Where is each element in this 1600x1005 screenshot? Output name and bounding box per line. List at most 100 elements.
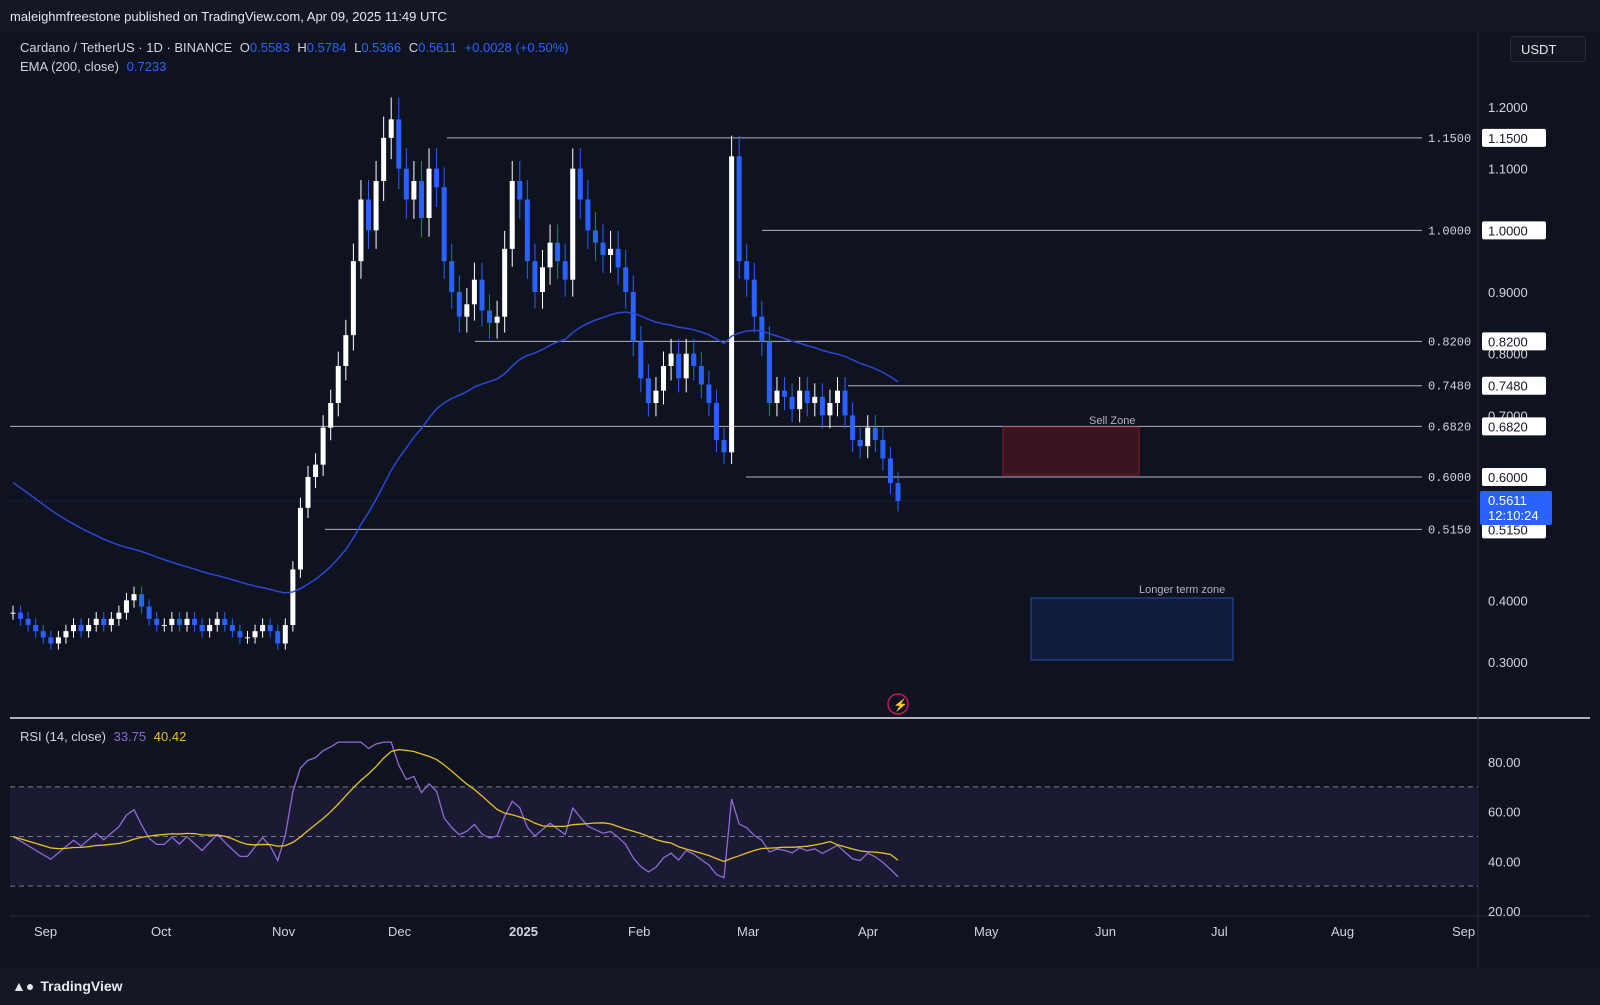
candle-body[interactable] bbox=[487, 310, 493, 323]
candle-body[interactable] bbox=[479, 279, 485, 311]
candle-body[interactable] bbox=[464, 304, 470, 317]
candle-body[interactable] bbox=[252, 631, 258, 638]
candle-body[interactable] bbox=[850, 415, 856, 440]
candle-body[interactable] bbox=[388, 119, 394, 138]
candle-body[interactable] bbox=[411, 181, 417, 200]
candle-body[interactable] bbox=[789, 396, 795, 410]
candle-body[interactable] bbox=[804, 390, 810, 403]
candle-body[interactable] bbox=[623, 267, 629, 292]
candle-body[interactable] bbox=[154, 618, 160, 625]
candle-body[interactable] bbox=[214, 618, 220, 625]
tradingview-logo[interactable]: ▲● TradingView bbox=[12, 978, 123, 994]
candle-body[interactable] bbox=[358, 199, 364, 262]
candle-body[interactable] bbox=[63, 631, 69, 638]
candle-body[interactable] bbox=[86, 625, 92, 632]
candle-body[interactable] bbox=[366, 199, 372, 231]
candle-body[interactable] bbox=[608, 248, 614, 255]
candle-body[interactable] bbox=[335, 366, 341, 403]
candle-body[interactable] bbox=[381, 137, 387, 181]
candle-body[interactable] bbox=[116, 612, 122, 619]
candle-body[interactable] bbox=[169, 618, 175, 625]
candle-body[interactable] bbox=[562, 261, 568, 280]
candle-body[interactable] bbox=[267, 625, 273, 632]
candle-body[interactable] bbox=[207, 625, 213, 632]
rsi-line[interactable] bbox=[12, 741, 899, 879]
candle-body[interactable] bbox=[275, 631, 281, 644]
candle-body[interactable] bbox=[426, 168, 432, 218]
candle-body[interactable] bbox=[600, 242, 606, 255]
candle-body[interactable] bbox=[229, 625, 235, 632]
candle-body[interactable] bbox=[555, 242, 561, 262]
candle-body[interactable] bbox=[539, 267, 545, 292]
candle-body[interactable] bbox=[222, 618, 228, 625]
candle-body[interactable] bbox=[592, 230, 598, 243]
candle-body[interactable] bbox=[880, 440, 886, 459]
candle-body[interactable] bbox=[260, 625, 266, 632]
candle-body[interactable] bbox=[827, 403, 833, 416]
candle-body[interactable] bbox=[471, 279, 477, 305]
candle-body[interactable] bbox=[244, 637, 250, 639]
candle-body[interactable] bbox=[373, 181, 379, 231]
symbol-title[interactable]: Cardano / TetherUS · 1D · BINANCE bbox=[20, 40, 233, 55]
ema-legend[interactable]: EMA (200, close) 0.7233 bbox=[20, 59, 170, 74]
currency-button[interactable]: USDT bbox=[1510, 36, 1586, 62]
sell-zone-box[interactable] bbox=[1002, 426, 1140, 476]
candle-body[interactable] bbox=[698, 366, 704, 385]
candle-body[interactable] bbox=[139, 594, 145, 607]
candle-body[interactable] bbox=[713, 403, 719, 440]
symbol-legend[interactable]: Cardano / TetherUS · 1D · BINANCE O0.558… bbox=[20, 40, 573, 55]
candle-body[interactable] bbox=[403, 168, 409, 200]
rsi-ma-line[interactable] bbox=[12, 748, 899, 863]
candle-body[interactable] bbox=[161, 625, 167, 626]
candle-body[interactable] bbox=[434, 168, 440, 188]
candle-body[interactable] bbox=[40, 631, 46, 638]
candle-body[interactable] bbox=[494, 316, 500, 323]
candle-body[interactable] bbox=[736, 156, 742, 262]
candle-body[interactable] bbox=[192, 618, 198, 625]
candle-body[interactable] bbox=[10, 612, 16, 614]
candle-body[interactable] bbox=[638, 341, 644, 379]
rsi-label[interactable]: RSI (14, close) bbox=[20, 729, 106, 744]
candle-body[interactable] bbox=[532, 261, 538, 292]
candle-body[interactable] bbox=[502, 248, 508, 317]
candle-body[interactable] bbox=[729, 156, 735, 453]
candle-body[interactable] bbox=[585, 199, 591, 231]
candle-body[interactable] bbox=[418, 181, 424, 218]
chart-canvas[interactable]: 1.20001.10000.90000.80000.70000.40000.30… bbox=[10, 32, 1590, 968]
candle-body[interactable] bbox=[101, 618, 107, 625]
candle-body[interactable] bbox=[441, 187, 447, 262]
candle-body[interactable] bbox=[865, 427, 871, 447]
candle-body[interactable] bbox=[721, 440, 727, 453]
candle-body[interactable] bbox=[706, 384, 712, 404]
candle-body[interactable] bbox=[320, 427, 326, 465]
candle-body[interactable] bbox=[108, 618, 114, 625]
candle-body[interactable] bbox=[653, 390, 659, 403]
candle-body[interactable] bbox=[782, 390, 788, 397]
candle-body[interactable] bbox=[146, 606, 152, 619]
rsi-legend[interactable]: RSI (14, close) 33.75 40.42 bbox=[20, 729, 190, 744]
candle-body[interactable] bbox=[199, 625, 205, 632]
candle-body[interactable] bbox=[456, 292, 462, 317]
candle-body[interactable] bbox=[131, 594, 137, 601]
candle-body[interactable] bbox=[343, 335, 349, 366]
candle-body[interactable] bbox=[630, 292, 636, 342]
candle-body[interactable] bbox=[751, 279, 757, 317]
candle-body[interactable] bbox=[305, 477, 311, 508]
candle-body[interactable] bbox=[524, 199, 530, 262]
candle-body[interactable] bbox=[744, 261, 750, 280]
candle-body[interactable] bbox=[184, 618, 190, 625]
candle-body[interactable] bbox=[570, 168, 576, 280]
candle-body[interactable] bbox=[774, 390, 780, 403]
candle-body[interactable] bbox=[547, 242, 553, 268]
candle-body[interactable] bbox=[18, 612, 24, 619]
candle-body[interactable] bbox=[683, 353, 689, 379]
ema-label[interactable]: EMA (200, close) bbox=[20, 59, 119, 74]
longer-term-zone-box[interactable] bbox=[1030, 597, 1234, 661]
candle-body[interactable] bbox=[819, 396, 825, 416]
candle-body[interactable] bbox=[797, 390, 803, 410]
ema-line[interactable] bbox=[12, 311, 899, 594]
candle-body[interactable] bbox=[834, 390, 840, 403]
candle-body[interactable] bbox=[872, 427, 878, 440]
chart-frame[interactable]: 1.2000 1.1000 0.9000 0.8000 0.7000 0.4000 0.30… bbox=[10, 32, 1590, 968]
candle-body[interactable] bbox=[449, 261, 455, 292]
